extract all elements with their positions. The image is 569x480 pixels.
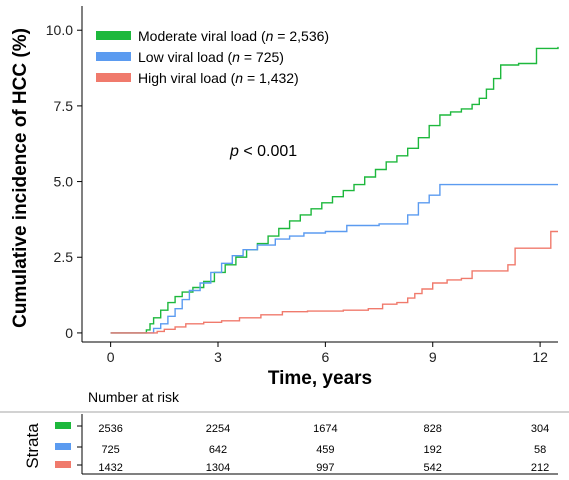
legend-label-suffix: = 725) [240, 49, 284, 65]
risk-row-swatch [55, 443, 71, 450]
y-tick-label: 2.5 [54, 249, 74, 265]
legend-swatch [96, 31, 131, 40]
legend-label-suffix: = 2,536) [273, 28, 329, 44]
x-tick-label: 9 [429, 349, 437, 365]
risk-table-cell: 2254 [206, 423, 230, 435]
legend-swatch [96, 52, 131, 61]
series-line-moderate-viral-load [110, 46, 559, 334]
legend-swatch [96, 73, 131, 82]
p-value-text: < 0.001 [239, 143, 297, 160]
risk-table-cell: 997 [316, 462, 334, 474]
legend-label: Moderate viral load (n = 2,536) [138, 28, 329, 44]
y-axis-title: Cumulative incidence of HCC (%) [10, 28, 31, 328]
risk-table-cell: 542 [424, 462, 442, 474]
risk-table-cell: 642 [209, 444, 227, 456]
risk-table-rows: 2536 2254 1674 828 304 725 642 459 192 58 1432 1304… [55, 422, 549, 474]
series-line-low-viral-load [110, 183, 558, 334]
risk-table-cell: 2536 [98, 423, 122, 435]
legend-label-n: n [235, 70, 243, 86]
risk-table-cell: 212 [531, 462, 549, 474]
risk-table-cell: 304 [531, 423, 549, 435]
x-axis-ticks: 0 3 6 9 12 [107, 342, 548, 365]
x-tick-label: 0 [107, 349, 115, 365]
risk-table-cell: 58 [534, 444, 546, 456]
legend-label-prefix: Moderate viral load ( [138, 28, 266, 44]
p-value-symbol: p [229, 143, 239, 160]
legend-label-suffix: = 1,432) [243, 70, 299, 86]
legend-label: High viral load (n = 1,432) [138, 70, 299, 86]
x-tick-label: 3 [214, 349, 222, 365]
legend-label-prefix: Low viral load ( [138, 49, 232, 65]
risk-table-cell: 725 [101, 444, 119, 456]
legend: Moderate viral load (n = 2,536)Low viral… [96, 28, 329, 86]
x-tick-label: 12 [532, 349, 548, 365]
risk-row-swatch [55, 422, 71, 429]
risk-table-title: Number at risk [88, 389, 180, 405]
y-tick-label: 0 [65, 325, 73, 341]
p-value-annotation: p < 0.001 [229, 143, 297, 160]
risk-table-cell: 828 [424, 423, 442, 435]
y-tick-label: 10.0 [46, 22, 73, 38]
risk-table-cell: 459 [316, 444, 334, 456]
y-axis-ticks: 0 2.5 5.0 7.5 10.0 [46, 22, 82, 341]
risk-table-cell: 1674 [313, 423, 337, 435]
risk-table-cell: 1304 [206, 462, 230, 474]
strata-label: Strata [23, 423, 42, 469]
x-axis-title: Time, years [268, 368, 372, 389]
legend-label-n: n [266, 28, 274, 44]
risk-row-swatch [55, 461, 71, 468]
legend-label: Low viral load (n = 725) [138, 49, 284, 65]
risk-table-cell: 1432 [98, 462, 122, 474]
km-curves [110, 46, 559, 334]
series-line-high-viral-load [110, 230, 558, 334]
y-tick-label: 5.0 [54, 174, 74, 190]
legend-label-prefix: High viral load ( [138, 70, 236, 86]
y-tick-label: 7.5 [54, 98, 74, 114]
x-tick-label: 6 [321, 349, 329, 365]
risk-table-cell: 192 [424, 444, 442, 456]
legend-label-n: n [232, 49, 240, 65]
